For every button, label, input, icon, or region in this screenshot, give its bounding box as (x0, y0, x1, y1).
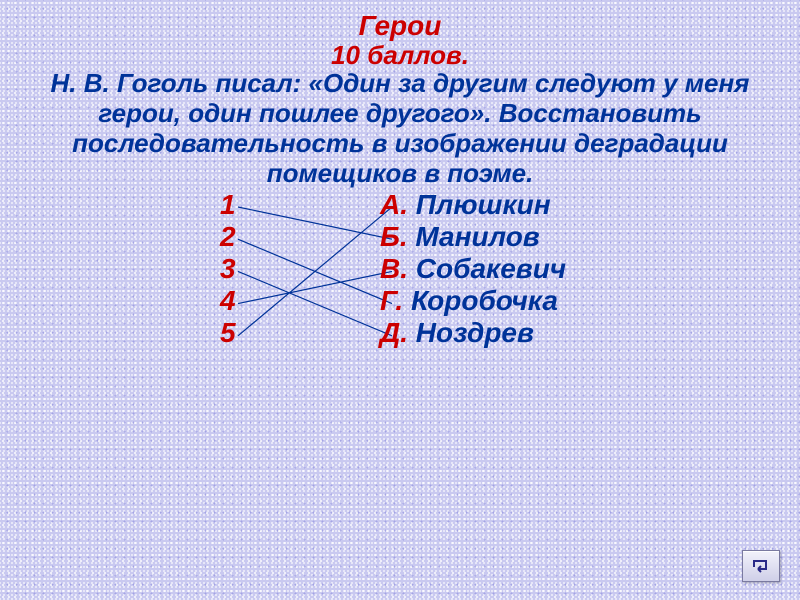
answer-item: Г. Коробочка (380, 285, 566, 317)
slide: Герои 10 баллов. Н. В. Гоголь писал: «Од… (0, 0, 800, 600)
return-icon (750, 557, 772, 575)
answer-column: А. Плюшкин Б. Манилов В. Собакевич Г. Ко… (380, 189, 566, 350)
answer-item: Б. Манилов (380, 221, 566, 253)
answer-name: Ноздрев (416, 317, 534, 348)
question-text: Н. В. Гоголь писал: «Один за другим след… (0, 69, 800, 189)
answer-letter: Д. (380, 317, 408, 348)
number-item: 4 (220, 285, 236, 317)
matching-area: 1 2 3 4 5 А. Плюшкин Б. Манилов В. Собак… (0, 189, 800, 429)
answer-name: Коробочка (411, 285, 558, 316)
number-item: 3 (220, 253, 236, 285)
return-button[interactable] (742, 550, 780, 582)
answer-letter: Б. (380, 221, 408, 252)
answer-name: Манилов (415, 221, 539, 252)
slide-title: Герои (0, 0, 800, 42)
points-label: 10 баллов. (0, 40, 800, 71)
answer-letter: В. (380, 253, 408, 284)
number-item: 2 (220, 221, 236, 253)
answer-item: В. Собакевич (380, 253, 566, 285)
number-item: 1 (220, 189, 236, 221)
answer-item: А. Плюшкин (380, 189, 566, 221)
answer-letter: Г. (380, 285, 403, 316)
answer-item: Д. Ноздрев (380, 317, 566, 349)
answer-name: Собакевич (416, 253, 566, 284)
number-item: 5 (220, 317, 236, 349)
answer-name: Плюшкин (416, 189, 551, 220)
answer-letter: А. (380, 189, 408, 220)
number-column: 1 2 3 4 5 (220, 189, 236, 350)
